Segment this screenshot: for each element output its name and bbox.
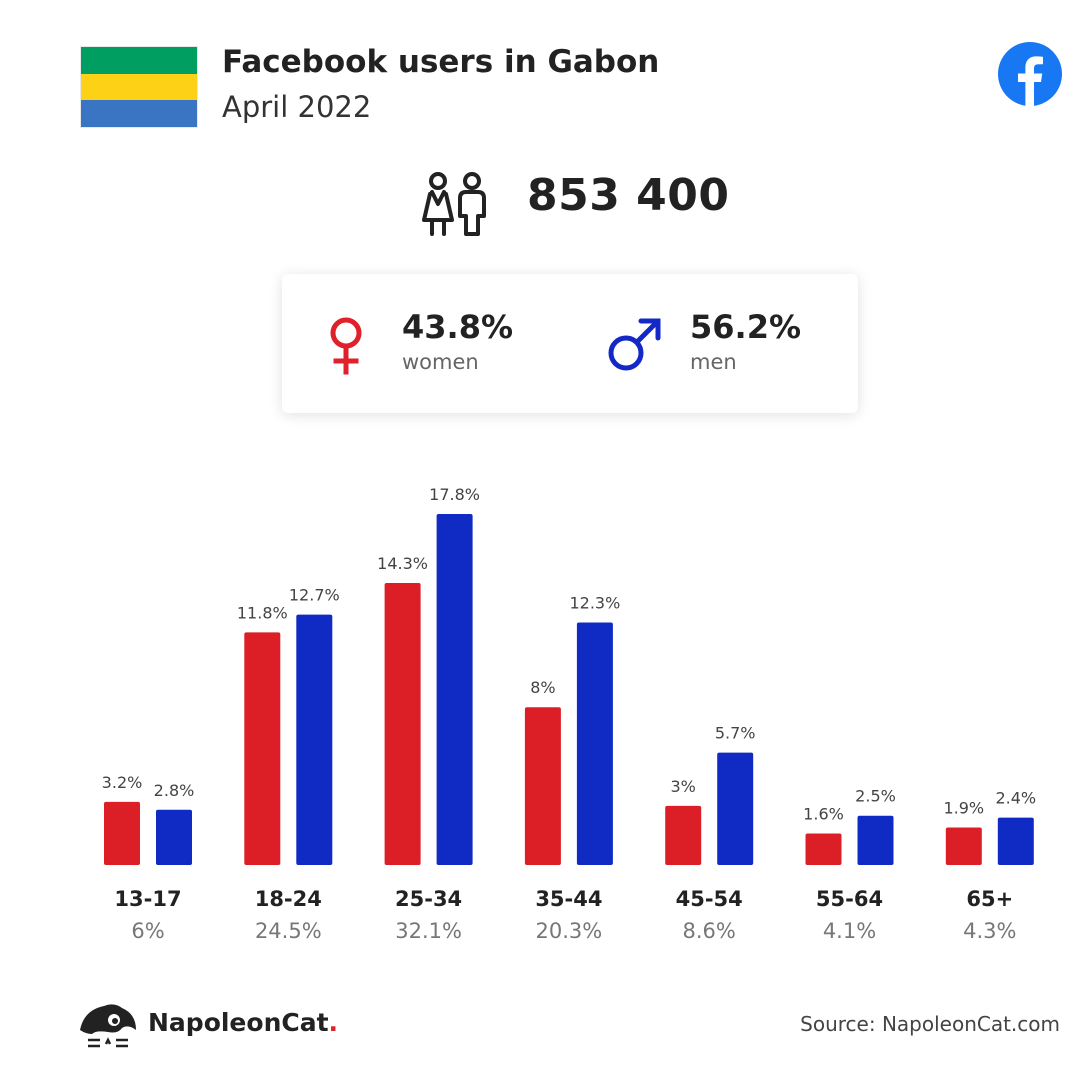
women-label: women [402,350,479,374]
bar-value-label-men-25-34: 17.8% [429,485,480,504]
bar-value-label-women-18-24: 11.8% [237,603,288,622]
gabon-flag [80,46,198,128]
category-share-55-64: 4.1% [823,919,876,943]
source-text[interactable]: Source: NapoleonCat.com [800,1012,1060,1036]
bar-women-18-24 [244,632,281,865]
women-percent: 43.8% [402,308,514,346]
bar-value-label-women-55-64: 1.6% [803,804,844,823]
bar-value-label-men-18-24: 12.7% [289,586,340,605]
bar-women-35-44 [524,707,561,865]
category-share-35-44: 20.3% [536,919,603,943]
gender-card: 43.8% women 56.2% men [282,274,858,413]
male-symbol-icon [608,318,661,371]
brand-name: NapoleonCat. [148,1008,338,1037]
bar-men-18-24 [296,614,333,865]
category-share-18-24: 24.5% [255,919,322,943]
bar-women-45-54 [665,805,702,865]
brand-dot: . [328,1008,339,1037]
bar-men-25-34 [436,514,473,865]
bar-value-label-men-35-44: 12.3% [569,593,620,612]
bar-women-65+ [945,827,982,865]
users-icon [422,172,486,236]
bar-women-55-64 [805,833,842,865]
bar-men-35-44 [576,622,613,865]
category-share-65+: 4.3% [963,919,1016,943]
category-share-45-54: 8.6% [683,919,736,943]
page-subtitle: April 2022 [222,90,372,124]
bar-value-label-men-55-64: 2.5% [855,787,896,806]
total-users: 853 400 [527,170,730,221]
bar-value-label-women-65+: 1.9% [943,799,984,818]
bar-value-label-men-45-54: 5.7% [715,724,756,743]
flag-stripe-blue [81,100,197,127]
bar-men-65+ [997,817,1034,865]
bar-women-25-34 [384,583,421,865]
bar-value-label-women-13-17: 3.2% [102,773,143,792]
bar-men-55-64 [857,815,894,865]
bar-value-label-women-45-54: 3% [671,777,696,796]
category-share-13-17: 6% [131,919,164,943]
flag-stripe-green [81,47,197,74]
female-symbol-icon [330,317,362,375]
category-share-25-34: 32.1% [395,919,462,943]
bar-value-label-men-65+: 2.4% [995,789,1036,808]
category-label-25-34: 25-34 [395,887,462,911]
age-gender-bar-chart: 3.2% 2.8% 13-17 6% 11.8%12.7% 18-24 24.5% 14.3%… [102,485,1036,943]
napoleoncat-logo-icon [80,1004,136,1048]
category-label-18-24: 18-24 [255,887,322,911]
facebook-logo-icon[interactable] [998,42,1062,106]
bar-value-label-men-13-17: 2.8% [154,781,195,800]
men-label: men [690,350,737,374]
flag-stripe-yellow [81,73,197,101]
bar-men-45-54 [717,752,754,865]
men-percent: 56.2% [690,308,802,346]
bar-women-13-17 [104,801,140,865]
brand-text: NapoleonCat [148,1008,329,1037]
category-label-35-44: 35-44 [535,887,602,911]
bar-value-label-women-25-34: 14.3% [377,554,428,573]
category-label-45-54: 45-54 [676,887,743,911]
category-label-13-17: 13-17 [114,887,181,911]
bar-value-label-women-35-44: 8% [530,678,555,697]
category-label-65+: 65+ [966,887,1013,911]
category-label-55-64: 55-64 [816,887,883,911]
page-title: Facebook users in Gabon [222,44,660,80]
bar-men-13-17 [156,809,192,865]
